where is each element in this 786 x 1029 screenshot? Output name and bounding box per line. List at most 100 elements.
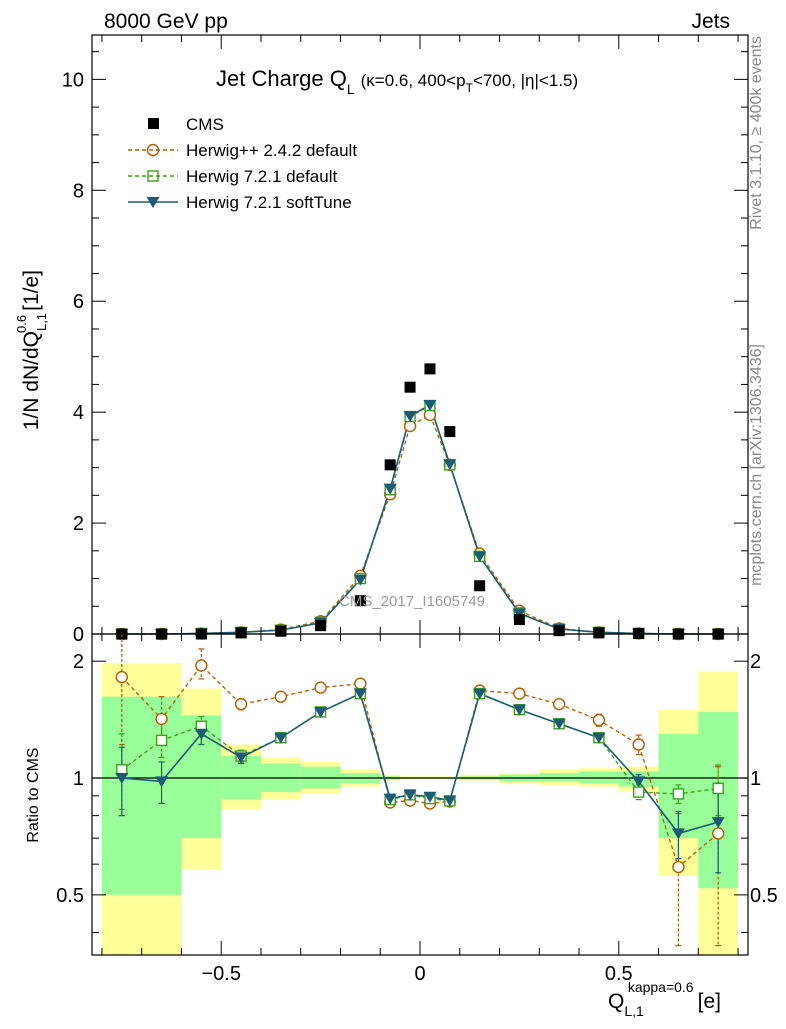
main-point-cms xyxy=(474,580,486,592)
plot-title-sub: L xyxy=(347,81,355,97)
main-y-tick-label: 8 xyxy=(73,180,84,202)
main-point-cms xyxy=(354,595,366,607)
ratio-point-softtune xyxy=(552,718,566,730)
plot-title-cuts: (κ=0.6, 400<p xyxy=(361,71,466,90)
main-point-softtune xyxy=(443,459,457,471)
x-axis-label-unit: [e] xyxy=(698,990,721,1013)
ratio-y-tick-label: 1 xyxy=(73,768,84,790)
ratio-y-tick-label-right: 0.5 xyxy=(750,885,778,907)
ratio-y-tick-label: 2 xyxy=(73,651,84,673)
analysis-watermark: CMS_2017_I1605749 xyxy=(339,593,485,610)
legend-marker-herwig721 xyxy=(147,170,159,182)
ratio-point-herwig721 xyxy=(155,734,168,747)
main-point-softtune xyxy=(353,574,367,586)
legend-marker-herwig242 xyxy=(146,143,160,157)
main-y-axis-label-sup: 0.6 xyxy=(14,315,29,333)
main-point-cms xyxy=(513,614,525,626)
ratio-line-herwig242 xyxy=(121,664,719,869)
ratio-point-herwig242 xyxy=(592,713,606,727)
ratio-point-herwig242 xyxy=(155,712,168,726)
main-panel-axes: 0 2 4 6 8 10 xyxy=(62,34,749,646)
legend-label-cms: CMS xyxy=(186,115,224,134)
ratio-line-herwig721 xyxy=(121,692,719,802)
ratio-point-softtune xyxy=(423,791,437,803)
main-point-cms xyxy=(275,625,287,637)
ratio-y-tick-label: 0.5 xyxy=(56,885,84,907)
plot-title-cuts-sub: T xyxy=(466,81,474,95)
main-line-softtune xyxy=(121,403,719,635)
ratio-point-softtune xyxy=(234,752,248,764)
ratio-point-softtune xyxy=(353,688,367,700)
main-y-axis-label-base: 1/N dN/dQ xyxy=(20,331,43,430)
ratio-panel-axes: 0.5 0.5 1 1 2 2 −0.5 0 0.5 xyxy=(56,633,778,985)
main-y-tick-label: 0 xyxy=(73,624,84,646)
main-point-cms xyxy=(553,625,565,637)
main-point-softtune xyxy=(512,608,526,620)
ratio-point-softtune xyxy=(314,706,328,718)
x-tick-label: 0 xyxy=(414,963,425,985)
main-point-cms xyxy=(444,426,456,438)
x-tick-label: 0.5 xyxy=(605,963,633,985)
ratio-band-green xyxy=(579,771,619,784)
ratio-point-softtune xyxy=(632,776,646,788)
main-point-cms xyxy=(315,620,327,632)
ratio-point-herwig242 xyxy=(314,681,327,694)
header-energy-label: 8000 GeV pp xyxy=(104,10,228,33)
ratio-point-softtune xyxy=(592,732,606,744)
ratio-point-herwig242 xyxy=(274,690,288,703)
ratio-point-softtune xyxy=(711,817,725,829)
main-y-tick-label: 2 xyxy=(73,513,84,535)
ratio-point-softtune xyxy=(383,793,397,805)
ratio-point-herwig242 xyxy=(672,860,685,874)
main-y-axis-label-sub: L,1 xyxy=(34,313,49,331)
plot-title: Jet Charge QL (κ=0.6, 400<pT<700, |η|<1.5… xyxy=(216,66,578,97)
main-point-softtune xyxy=(423,399,437,411)
main-point-softtune xyxy=(383,483,397,495)
ratio-point-softtune xyxy=(274,732,288,744)
ratio-panel-plot-area xyxy=(92,633,748,947)
x-tick-label: −0.5 xyxy=(201,963,240,985)
ratio-band-green xyxy=(101,696,182,895)
legend-label-herwig721: Herwig 7.2.1 default xyxy=(186,167,337,186)
main-y-tick-label: 6 xyxy=(73,291,84,313)
x-axis-label-sub: L,1 xyxy=(624,1003,644,1019)
main-y-axis-label: 1/N dN/dQL,1 0.6 [1/e] xyxy=(14,270,49,430)
legend-label-softtune: Herwig 7.2.1 softTune xyxy=(186,193,352,212)
plot-title-main: Jet Charge Q xyxy=(216,66,347,91)
main-point-softtune xyxy=(473,551,487,563)
plot-title-cuts-tail: <700, |η|<1.5) xyxy=(473,71,578,90)
main-y-tick-label: 4 xyxy=(73,402,84,424)
legend-label-herwig242: Herwig++ 2.4.2 default xyxy=(186,141,357,160)
header-process-label: Jets xyxy=(691,10,730,33)
ratio-panel-uncertainty-bands xyxy=(101,662,739,955)
main-y-tick-label: 10 xyxy=(62,69,84,91)
x-axis-label-base: Q xyxy=(608,990,624,1013)
ratio-line-softtune xyxy=(121,692,719,835)
mcplots-label: mcplots.cern.ch [arXiv:1306.3436] xyxy=(748,344,765,586)
ratio-point-softtune xyxy=(115,773,129,785)
x-axis-label: QL,1 kappa=0.6[e] xyxy=(608,979,721,1019)
ratio-point-herwig242 xyxy=(115,670,129,684)
main-point-cms xyxy=(404,381,416,393)
rivet-version-label: Rivet 3.1.10, ≥ 400k events xyxy=(748,36,765,230)
ratio-point-softtune xyxy=(671,828,685,840)
ratio-point-softtune xyxy=(512,704,526,716)
ratio-point-herwig242 xyxy=(552,697,566,711)
ratio-point-herwig242 xyxy=(234,697,248,711)
ratio-point-herwig242 xyxy=(632,738,645,751)
legend-marker-softtune xyxy=(146,197,160,208)
main-y-axis-label-unit: [1/e] xyxy=(20,270,43,311)
legend-marker-cms xyxy=(148,118,159,129)
ratio-point-softtune xyxy=(443,795,457,807)
ratio-point-herwig721 xyxy=(632,786,645,798)
ratio-point-herwig242 xyxy=(711,827,725,840)
ratio-point-softtune xyxy=(155,776,169,788)
main-point-cms xyxy=(384,459,396,471)
main-point-cms xyxy=(424,363,436,375)
main-point-cms xyxy=(235,627,247,639)
ratio-y-tick-label-right: 2 xyxy=(750,651,761,673)
ratio-point-softtune xyxy=(194,728,208,740)
ratio-point-herwig242 xyxy=(513,687,526,700)
ratio-point-softtune xyxy=(473,688,487,700)
